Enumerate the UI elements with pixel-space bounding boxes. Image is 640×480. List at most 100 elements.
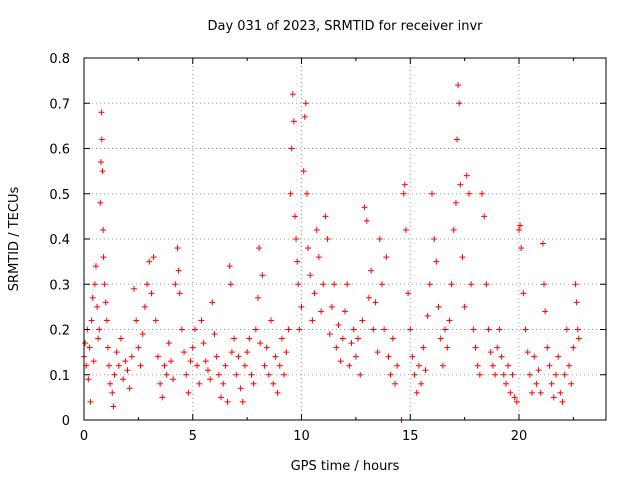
data-point [239, 398, 246, 405]
data-point [335, 321, 342, 328]
data-point [161, 362, 168, 369]
data-point [152, 317, 159, 324]
data-point [566, 362, 573, 369]
data-point [444, 344, 451, 351]
data-point [302, 100, 309, 107]
data-point [481, 213, 488, 220]
data-point [283, 349, 290, 356]
y-tick-label: 0 [62, 414, 70, 429]
data-point [294, 258, 301, 265]
data-point [409, 353, 416, 360]
data-point [489, 362, 496, 369]
data-point [226, 263, 233, 270]
data-point [313, 226, 320, 233]
data-point [472, 344, 479, 351]
data-point [165, 340, 172, 347]
data-point [337, 358, 344, 365]
data-point [370, 326, 377, 333]
data-point [376, 236, 383, 242]
data-point [355, 335, 362, 342]
data-point [483, 281, 490, 288]
data-point [228, 349, 235, 356]
data-point [198, 317, 205, 324]
data-point [502, 380, 509, 387]
data-point [91, 281, 98, 288]
data-point [265, 371, 272, 378]
data-point [350, 326, 357, 333]
data-point [174, 245, 181, 252]
data-point [220, 380, 227, 387]
data-point [291, 213, 298, 220]
data-point [442, 326, 449, 333]
data-point [470, 326, 477, 333]
data-point [255, 294, 261, 301]
data-point [463, 172, 470, 179]
data-point [305, 245, 312, 252]
data-point [572, 281, 579, 288]
data-point [104, 344, 111, 351]
data-point [102, 299, 109, 306]
data-point [237, 385, 244, 392]
data-point [233, 371, 240, 378]
data-point [331, 281, 338, 288]
data-point [529, 389, 536, 396]
data-point [539, 240, 546, 247]
data-point [433, 258, 440, 265]
data-point [387, 371, 394, 378]
data-point [574, 326, 581, 333]
data-point [468, 281, 475, 288]
data-point [431, 236, 438, 242]
data-point [224, 398, 231, 405]
y-tick-labels: 0 0.1 0.2 0.3 0.4 0.5 0.6 0.7 0.8 [49, 52, 70, 429]
data-point [365, 294, 372, 301]
data-point [98, 109, 105, 116]
data-point [110, 403, 117, 410]
data-point [524, 349, 531, 356]
y-tick-label: 0.4 [49, 233, 70, 248]
data-point [103, 317, 110, 324]
data-point [450, 226, 457, 233]
data-point [455, 82, 462, 89]
data-point [559, 398, 566, 405]
data-point [293, 236, 300, 242]
data-point [494, 344, 501, 351]
data-point [170, 376, 177, 383]
data-point [215, 371, 222, 378]
data-point [555, 353, 562, 360]
data-point [322, 213, 329, 220]
chart-title: Day 031 of 2023, SRMTID for receiver inv… [207, 19, 483, 34]
data-point [383, 254, 390, 261]
data-point [324, 236, 331, 242]
y-tick-label: 0.5 [49, 188, 70, 203]
data-point [533, 380, 540, 387]
data-point [346, 362, 353, 369]
data-point [187, 358, 194, 365]
data-point [575, 335, 582, 342]
data-point [435, 303, 442, 310]
data-point [194, 362, 201, 369]
data-point [429, 190, 435, 197]
data-point [163, 371, 170, 378]
x-axis-label: GPS time / hours [291, 459, 400, 474]
data-point [231, 335, 238, 342]
data-point [359, 317, 366, 324]
data-point [357, 371, 364, 378]
data-point [111, 371, 118, 378]
data-point [348, 340, 355, 347]
data-point [411, 371, 418, 378]
data-point [144, 281, 151, 288]
data-point [492, 371, 499, 378]
data-point [99, 168, 106, 175]
data-point [448, 281, 455, 288]
data-point [285, 326, 292, 333]
data-point [141, 303, 148, 310]
data-point [535, 367, 542, 374]
y-tick-label: 0.6 [49, 143, 70, 158]
data-point [227, 281, 234, 288]
data-point [276, 362, 283, 369]
data-point [542, 308, 549, 315]
data-point [128, 353, 135, 360]
data-point [520, 290, 527, 297]
data-point [500, 371, 507, 378]
